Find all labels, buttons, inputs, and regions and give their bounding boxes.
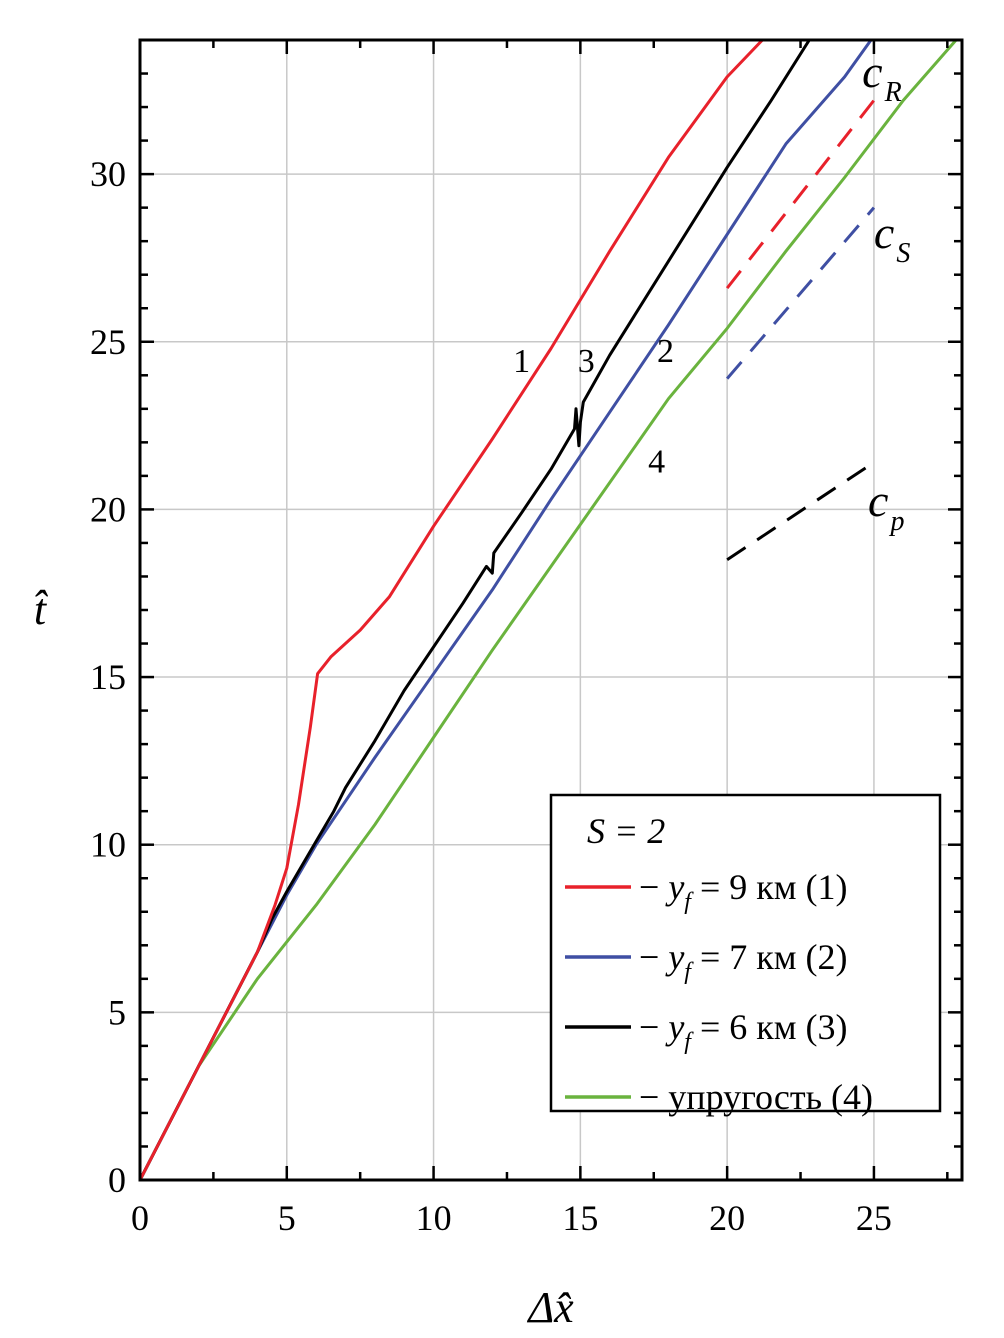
curve-label-2: 2 — [657, 333, 674, 370]
legend-box — [549, 793, 942, 1113]
series-line-4 — [140, 40, 958, 1180]
legend-entry-4: − упругость (4) — [639, 1077, 873, 1117]
y-tick-label: 15 — [90, 657, 126, 697]
x-tick-label: 10 — [416, 1198, 452, 1238]
x-axis-label: Δx̂ — [526, 1283, 574, 1332]
speed-label-c-S: cS — [874, 207, 910, 269]
speed-label-c-p: cp — [868, 475, 904, 537]
curve-label-1: 1 — [513, 343, 530, 380]
series-line-3 — [140, 40, 811, 1180]
y-tick-label: 5 — [108, 992, 126, 1032]
x-tick-label: 20 — [709, 1198, 745, 1238]
y-tick-label: 10 — [90, 825, 126, 865]
curve-label-4: 4 — [648, 444, 665, 481]
y-tick-label: 30 — [90, 154, 126, 194]
legend-entry-2: − yf = 7 км (2) — [639, 937, 848, 985]
x-tick-label: 5 — [278, 1198, 296, 1238]
y-tick-label: 0 — [108, 1160, 126, 1200]
legend-title: S = 2 — [587, 811, 665, 851]
tick-labels: 0 5 10 15 20 25 0 5 10 15 20 25 30 — [90, 154, 892, 1238]
speed-labels: cR cS cp — [862, 46, 910, 537]
curve-label-3: 3 — [578, 343, 595, 380]
legend-entry-3: − yf = 6 км (3) — [639, 1007, 848, 1055]
axis-ticks — [138, 38, 962, 1182]
reference-line-c-S — [726, 206, 876, 380]
curve-labels: 1 2 3 4 — [513, 333, 674, 481]
y-tick-label: 25 — [90, 322, 126, 362]
series-line-1 — [140, 40, 764, 1180]
x-tick-label: 15 — [562, 1198, 598, 1238]
y-axis-label: t̂ — [34, 585, 49, 634]
speed-label-c-R: cR — [862, 46, 902, 108]
x-tick-label: 25 — [856, 1198, 892, 1238]
reference-lines — [725, 99, 876, 561]
y-tick-label: 20 — [90, 489, 126, 529]
reference-line-c-p — [726, 461, 875, 561]
legend-entry-1: − yf = 9 км (1) — [639, 867, 848, 915]
x-tick-label: 0 — [131, 1198, 149, 1238]
reference-line-c-R — [725, 99, 876, 290]
series-lines — [140, 40, 958, 1180]
legend-entries: − yf = 9 км (1) − yf = 7 км (2) − yf = 6 к… — [565, 867, 873, 1117]
legend: S = 2 − yf = 9 км (1)− yf = 7 км (2)− yf… — [549, 793, 942, 1117]
